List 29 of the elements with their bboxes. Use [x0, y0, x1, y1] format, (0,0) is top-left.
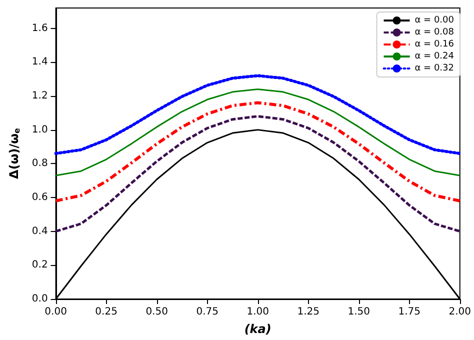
legend-label: α = 0.24 [414, 52, 454, 62]
legend-label: α = 0.00 [414, 16, 454, 26]
x-tick-label: 1.50 [348, 306, 370, 318]
y-axis-title: Δ(ω)/ωe [7, 127, 22, 179]
x-tick-label: 0.50 [146, 306, 168, 318]
y-tick-label: 0.0 [32, 294, 48, 304]
x-tick-label: 0.75 [196, 306, 218, 318]
y-tick-label: 1.0 [32, 124, 48, 136]
line-series [55, 88, 461, 176]
x-tick-label: 0.00 [44, 306, 67, 318]
y-tick-label: 1.2 [32, 90, 48, 102]
legend-label: α = 0.16 [414, 40, 454, 50]
y-tick-label: 0.4 [32, 226, 48, 237]
x-tick-label: 1.75 [398, 306, 420, 318]
x-axis-title: (ka) [244, 322, 272, 336]
y-tick-label: 0.6 [32, 192, 48, 203]
x-tick-label: 1.00 [246, 306, 269, 318]
x-tick-label: 0.25 [95, 306, 118, 318]
line-series [54, 74, 462, 155]
legend-label: α = 0.08 [414, 28, 454, 38]
line-series [54, 115, 462, 233]
y-tick-label: 0.2 [32, 260, 48, 271]
x-tick-label: 1.25 [297, 306, 320, 318]
y-tick-label: 0.8 [32, 158, 48, 170]
legend-label: α = 0.32 [414, 64, 454, 74]
line-series [54, 101, 462, 202]
y-tick-label: 1.6 [32, 22, 48, 34]
x-tick-label: 2.00 [448, 306, 471, 318]
y-tick-label: 1.4 [32, 56, 48, 68]
